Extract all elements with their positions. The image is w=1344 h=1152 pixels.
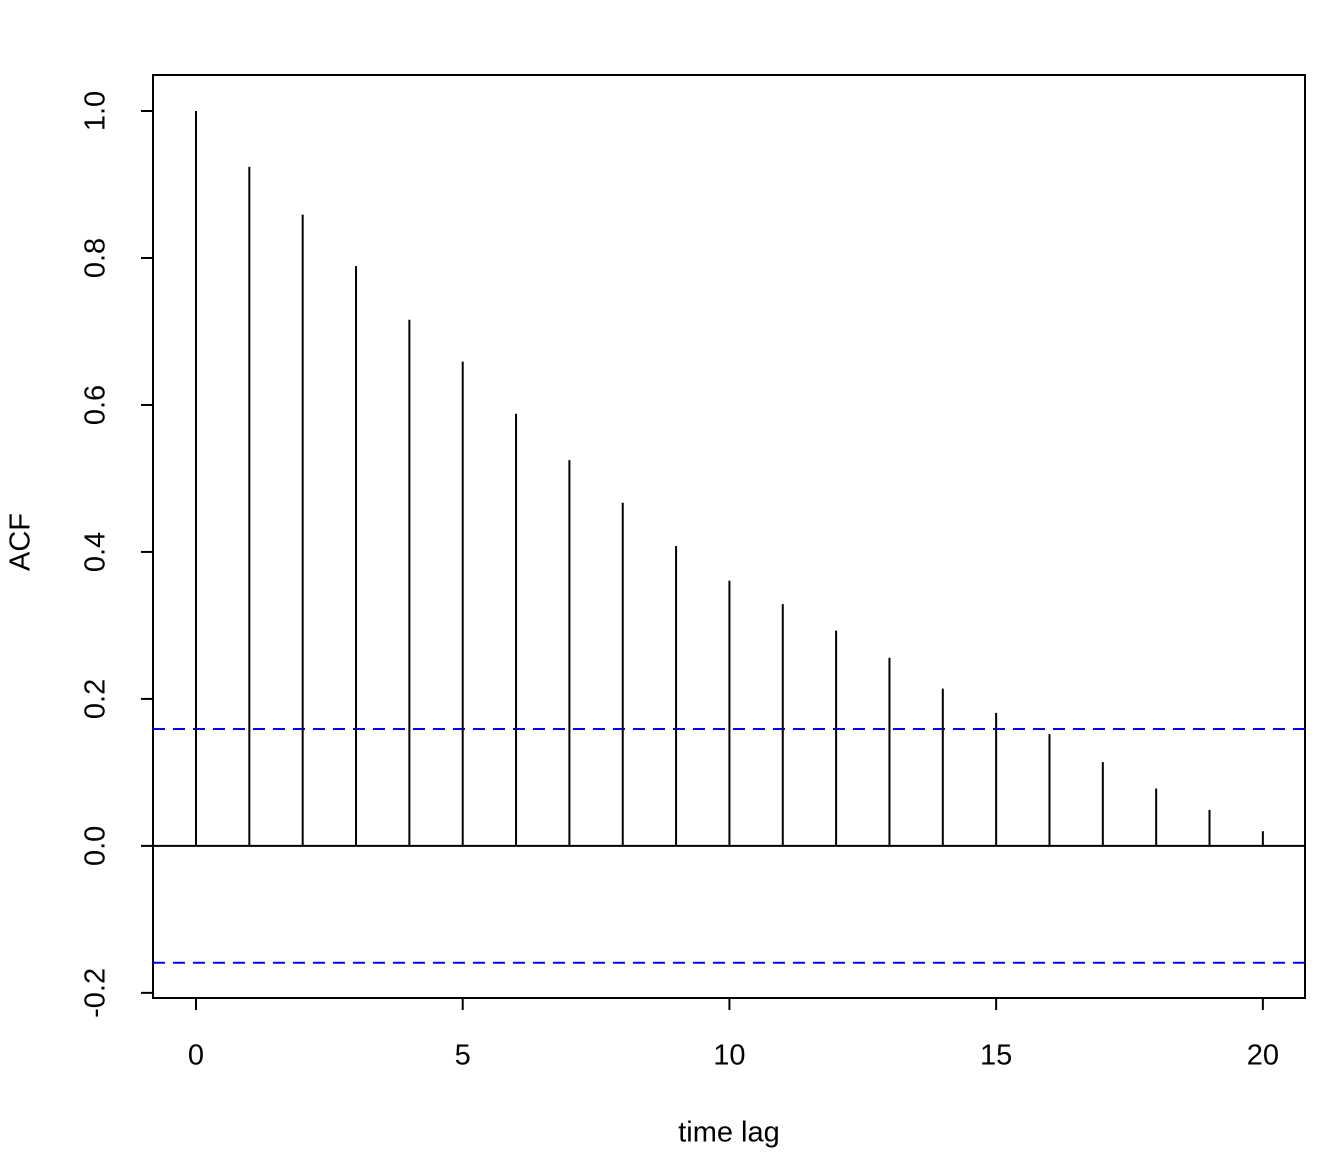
plot-frame	[152, 74, 1306, 999]
y-axis-label: ACF	[5, 513, 37, 571]
x-tick-label: 15	[980, 1040, 1012, 1072]
x-tick-label: 10	[713, 1040, 745, 1072]
y-tick-label: 0.6	[80, 385, 112, 425]
y-tick-label: 0.8	[80, 238, 112, 278]
y-tick-label: 0.0	[80, 826, 112, 866]
x-tick-label: 20	[1247, 1040, 1279, 1072]
y-tick-label: 0.4	[80, 532, 112, 572]
x-tick-label: 0	[188, 1040, 204, 1072]
x-tick-label: 5	[455, 1040, 471, 1072]
y-tick-label: 1.0	[80, 91, 112, 131]
y-tick-label: -0.2	[80, 968, 112, 1018]
y-tick-label: 0.2	[80, 679, 112, 719]
x-axis-label: time lag	[678, 1117, 780, 1149]
